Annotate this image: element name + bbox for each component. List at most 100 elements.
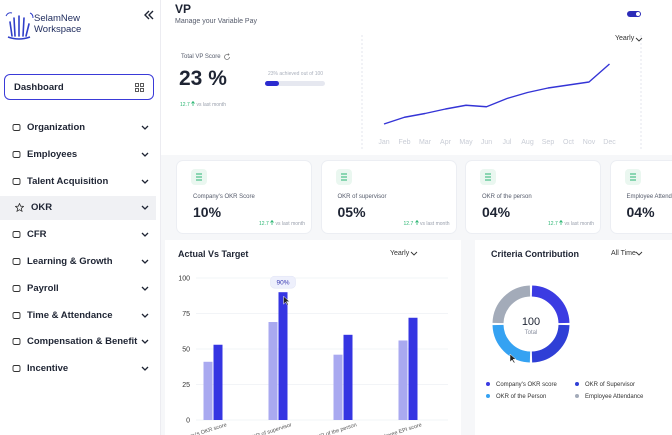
vp-score-label: Total VP Score	[181, 54, 221, 60]
menu-item[interactable]: Time & Attendance	[0, 304, 156, 328]
menu-item[interactable]: Talent Acquisition	[0, 170, 156, 194]
logo-icon	[5, 12, 34, 40]
dashboard-label: Dashboard	[14, 82, 64, 93]
menu-text: Learning & Growth	[27, 256, 113, 267]
donut-panel	[475, 240, 672, 435]
menu-icon	[12, 150, 21, 158]
card-icon	[335, 169, 352, 185]
progress-bar	[265, 81, 279, 86]
icon-shape	[12, 177, 21, 185]
kpi-card: Employee Attendance04%12.7 vs last month	[609, 160, 672, 234]
menu-chevron	[141, 232, 149, 238]
collapse-button[interactable]	[143, 9, 155, 21]
menu-item[interactable]: Learning & Growth	[0, 250, 156, 274]
up-arrow	[270, 219, 274, 225]
bar-title: Actual Vs Target	[178, 249, 249, 259]
change-value: 12.7	[180, 102, 190, 108]
card-icon-glyph	[485, 173, 491, 181]
refresh-icon[interactable]	[223, 53, 231, 61]
change-note: vs last month	[196, 102, 226, 108]
icon-shape	[12, 124, 21, 131]
card-value: 05%	[337, 204, 366, 220]
sidebar: SelamNew Workspace Dashboard Organizatio…	[0, 0, 161, 435]
change-value: 12.7	[403, 221, 414, 227]
card-icon-glyph	[196, 173, 202, 181]
menu-item[interactable]: Compensation & Benefit	[0, 330, 156, 354]
icon-shape	[12, 231, 21, 239]
card-icon	[480, 169, 496, 185]
card-label: OKR of supervisor	[337, 194, 387, 200]
menu-item[interactable]: Payroll	[0, 277, 156, 301]
menu-item[interactable]: Employees	[0, 143, 156, 167]
menu-item[interactable]: OKR	[0, 196, 156, 221]
chevron	[141, 286, 149, 291]
bar-panel	[165, 240, 461, 435]
menu-text: Time & Attendance	[27, 309, 113, 321]
progress-track	[265, 81, 325, 86]
star	[15, 203, 24, 213]
donut-period[interactable]: All Time	[611, 250, 636, 257]
kpi-card: OKR of the person 04% 12.7 vs last month	[465, 160, 601, 234]
change-value: 12.7	[259, 221, 269, 227]
card-value: 04%	[482, 204, 511, 220]
card-label: OKR of the person	[482, 194, 532, 200]
trend-period[interactable]: Yearly	[615, 35, 635, 42]
menu-text: OKR	[31, 202, 53, 214]
menu-item[interactable]: CFR	[0, 223, 156, 247]
toggle[interactable]	[627, 11, 641, 17]
dashboard-button[interactable]: Dashboard	[4, 74, 154, 100]
menu-text: Compensation & Benefit	[27, 336, 138, 348]
glyph	[196, 173, 202, 181]
kpi-card: Company's OKR Score 10% 12.7 vs last month	[176, 160, 312, 234]
menu-text: Organization	[27, 122, 86, 133]
menu-icon	[12, 311, 21, 319]
menu-chevron	[141, 313, 149, 318]
chevron	[141, 366, 149, 372]
card-label: Company's OKR Score	[193, 194, 255, 200]
menu-text: Employees	[27, 148, 78, 160]
menu-chevron	[141, 125, 149, 130]
menu-item[interactable]: Organization	[0, 116, 156, 140]
menu-chevron	[141, 286, 149, 291]
arrow	[559, 219, 563, 225]
icon-shape	[12, 311, 21, 319]
card-icon	[624, 169, 641, 185]
card-label: Employee Attendance	[626, 194, 672, 200]
menu-chevron	[141, 366, 149, 372]
icon-shape	[12, 258, 21, 265]
menu-chevron	[141, 205, 149, 211]
brand-line: SelamNew	[34, 13, 80, 24]
brand: SelamNew Workspace	[34, 13, 81, 35]
icon-shape	[12, 338, 21, 346]
menu-text: Talent Acquisition	[27, 175, 109, 187]
card-icon-glyph	[629, 173, 636, 181]
menu-item[interactable]: Incentive	[0, 357, 156, 381]
toggle-knob	[636, 12, 640, 16]
menu-icon	[12, 124, 21, 131]
menu-icon	[12, 338, 21, 346]
menu-chevron	[141, 339, 149, 345]
brand-line: Workspace	[34, 24, 82, 35]
kpi-card: OKR of supervisor 05% 12.7 vs last month	[320, 160, 457, 234]
chevron	[141, 232, 149, 238]
vp-score: 23 %	[179, 67, 227, 90]
card-value: 10%	[193, 204, 222, 220]
arrow	[270, 219, 274, 225]
chevron	[141, 205, 149, 211]
change-value: 12.7	[548, 221, 558, 227]
chevron	[141, 125, 149, 130]
icon-shape	[12, 284, 21, 292]
card-icon-glyph	[340, 173, 347, 181]
menu-text: CFR	[27, 229, 47, 241]
change-note: vs last month	[564, 221, 594, 227]
bar-period[interactable]: Yearly	[390, 250, 410, 257]
chevron	[141, 313, 149, 318]
card-change: 12.7 vs last month	[548, 219, 594, 227]
up-arrow	[559, 219, 563, 225]
glyph	[485, 173, 491, 181]
change-note: vs last month	[275, 221, 305, 227]
card-value: 04%	[626, 204, 655, 220]
grid-icon	[135, 83, 144, 92]
up-arrow	[191, 100, 195, 106]
page-subtitle: Manage your Variable Pay	[175, 18, 257, 25]
